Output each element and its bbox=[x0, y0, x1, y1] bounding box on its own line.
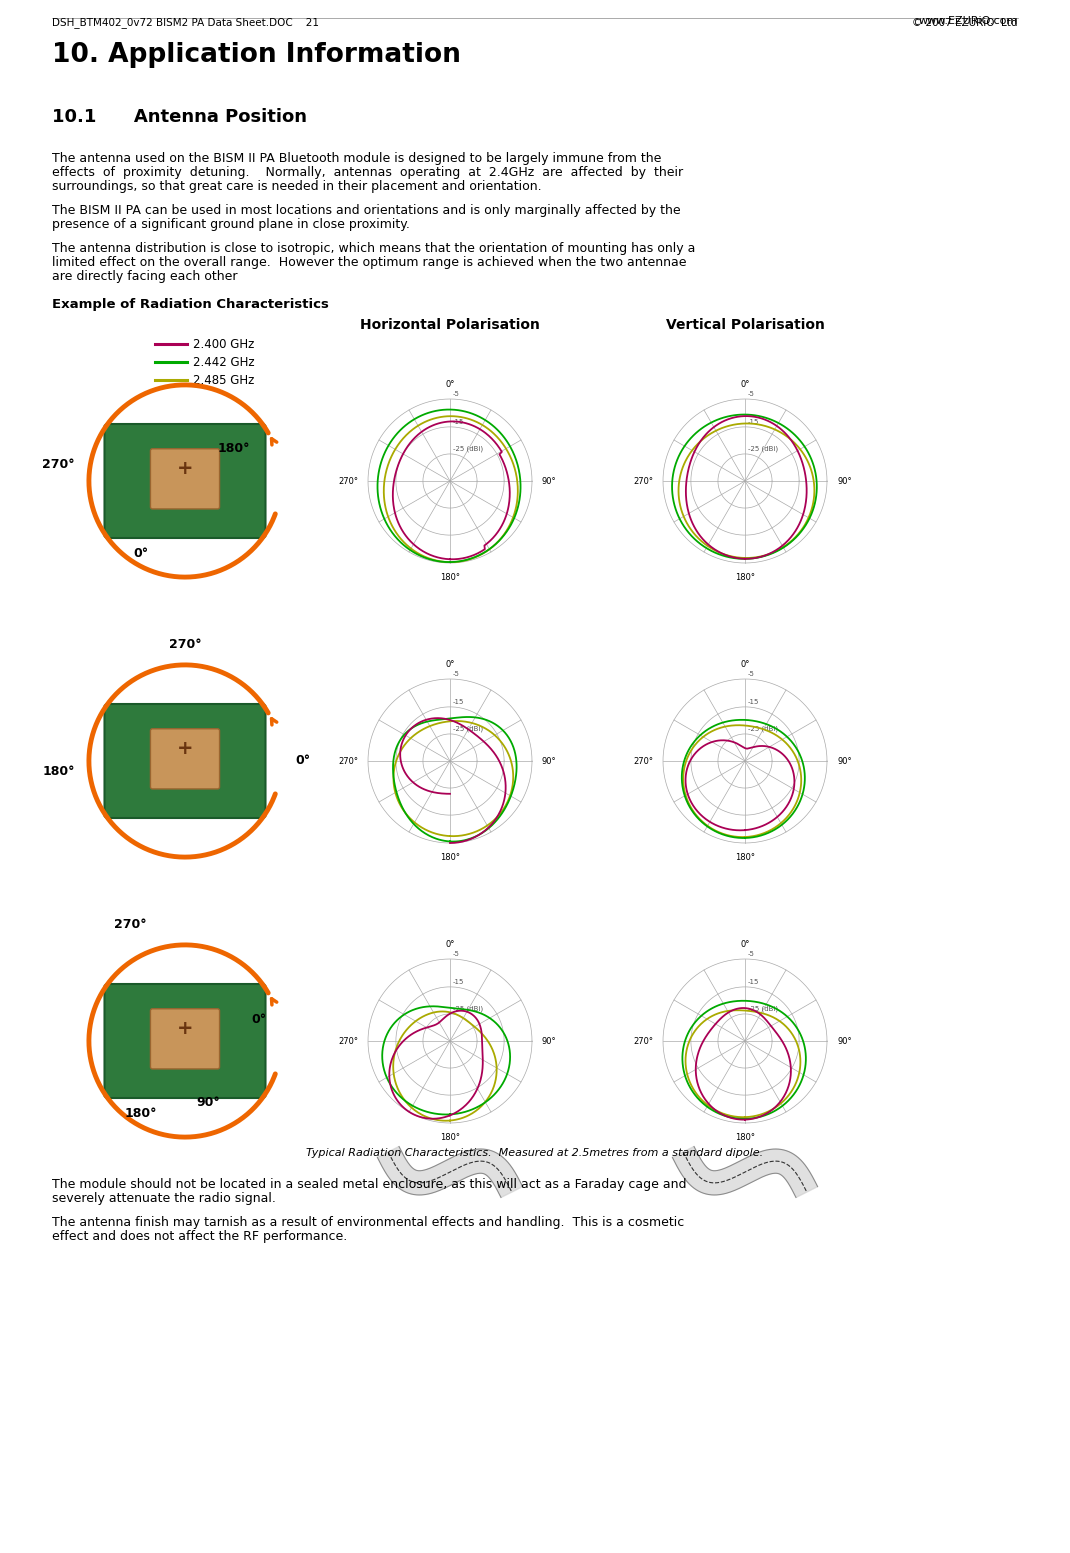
Text: -5: -5 bbox=[748, 671, 754, 677]
Text: -15: -15 bbox=[748, 699, 760, 705]
Text: The module should not be located in a sealed metal enclosure, as this will act a: The module should not be located in a se… bbox=[52, 1179, 687, 1191]
Text: 180°: 180° bbox=[735, 573, 755, 582]
Text: 0°: 0° bbox=[740, 940, 750, 949]
Text: 0°: 0° bbox=[134, 547, 149, 561]
Text: 180°: 180° bbox=[440, 573, 460, 582]
Text: www.EZURiO.com: www.EZURiO.com bbox=[919, 16, 1018, 26]
Text: 10. Application Information: 10. Application Information bbox=[52, 42, 461, 68]
Text: limited effect on the overall range.  However the optimum range is achieved when: limited effect on the overall range. How… bbox=[52, 256, 687, 269]
FancyBboxPatch shape bbox=[105, 424, 265, 537]
FancyBboxPatch shape bbox=[151, 449, 219, 509]
Text: 10.1      Antenna Position: 10.1 Antenna Position bbox=[52, 109, 307, 126]
Text: effect and does not affect the RF performance.: effect and does not affect the RF perfor… bbox=[52, 1230, 348, 1242]
Text: -15: -15 bbox=[748, 978, 760, 985]
Text: presence of a significant ground plane in close proximity.: presence of a significant ground plane i… bbox=[52, 217, 410, 231]
Text: -5: -5 bbox=[453, 950, 460, 957]
Text: © 2007 EZURiO  Ltd: © 2007 EZURiO Ltd bbox=[913, 19, 1018, 28]
Text: 180°: 180° bbox=[735, 1134, 755, 1141]
Text: 270°: 270° bbox=[169, 638, 201, 651]
Text: +: + bbox=[177, 458, 194, 477]
Text: 270°: 270° bbox=[43, 458, 75, 471]
Text: The antenna used on the BISM II PA Bluetooth module is designed to be largely im: The antenna used on the BISM II PA Bluet… bbox=[52, 152, 661, 165]
FancyBboxPatch shape bbox=[105, 985, 265, 1098]
Text: 0°: 0° bbox=[295, 755, 310, 767]
Text: The antenna finish may tarnish as a result of environmental effects and handling: The antenna finish may tarnish as a resu… bbox=[52, 1216, 684, 1228]
Text: 180°: 180° bbox=[440, 853, 460, 862]
Text: -15: -15 bbox=[453, 419, 464, 426]
FancyBboxPatch shape bbox=[105, 704, 265, 818]
Text: The antenna distribution is close to isotropic, which means that the orientation: The antenna distribution is close to iso… bbox=[52, 242, 695, 255]
Text: 90°: 90° bbox=[837, 1036, 852, 1045]
Text: Example of Radiation Characteristics: Example of Radiation Characteristics bbox=[52, 298, 328, 311]
FancyBboxPatch shape bbox=[151, 1009, 219, 1068]
Text: Horizontal Polarisation: Horizontal Polarisation bbox=[361, 318, 540, 332]
Text: +: + bbox=[177, 739, 194, 758]
Text: 180°: 180° bbox=[735, 853, 755, 862]
Text: -15: -15 bbox=[453, 978, 464, 985]
Text: -15: -15 bbox=[453, 699, 464, 705]
Polygon shape bbox=[672, 1146, 817, 1197]
Text: are directly facing each other: are directly facing each other bbox=[52, 270, 238, 283]
Text: -5: -5 bbox=[748, 391, 754, 398]
Text: 270°: 270° bbox=[113, 918, 147, 930]
Text: -25 (dBi): -25 (dBi) bbox=[453, 725, 484, 731]
Text: surroundings, so that great care is needed in their placement and orientation.: surroundings, so that great care is need… bbox=[52, 180, 541, 193]
FancyBboxPatch shape bbox=[151, 728, 219, 789]
Text: -5: -5 bbox=[453, 391, 460, 398]
Text: 180°: 180° bbox=[125, 1107, 157, 1120]
Text: -5: -5 bbox=[748, 950, 754, 957]
Text: 0°: 0° bbox=[740, 380, 750, 388]
Text: 2.400 GHz: 2.400 GHz bbox=[193, 337, 255, 351]
Text: +: + bbox=[177, 1019, 194, 1037]
Text: effects  of  proximity  detuning.    Normally,  antennas  operating  at  2.4GHz : effects of proximity detuning. Normally,… bbox=[52, 166, 683, 179]
Text: 90°: 90° bbox=[542, 477, 556, 486]
Text: 270°: 270° bbox=[338, 477, 358, 486]
Text: 90°: 90° bbox=[542, 756, 556, 766]
Text: 180°: 180° bbox=[43, 766, 75, 778]
Text: Vertical Polarisation: Vertical Polarisation bbox=[666, 318, 825, 332]
Text: 270°: 270° bbox=[633, 477, 653, 486]
Text: The BISM II PA can be used in most locations and orientations and is only margin: The BISM II PA can be used in most locat… bbox=[52, 203, 681, 217]
Text: DSH_BTM402_0v72 BISM2 PA Data Sheet.DOC    21: DSH_BTM402_0v72 BISM2 PA Data Sheet.DOC … bbox=[52, 17, 319, 28]
Text: -25 (dBi): -25 (dBi) bbox=[453, 446, 484, 452]
Text: 270°: 270° bbox=[338, 756, 358, 766]
Text: 2.485 GHz: 2.485 GHz bbox=[193, 374, 255, 387]
Text: 270°: 270° bbox=[633, 756, 653, 766]
Text: 2.442 GHz: 2.442 GHz bbox=[193, 356, 255, 368]
Text: -5: -5 bbox=[453, 671, 460, 677]
Text: -25 (dBi): -25 (dBi) bbox=[748, 725, 778, 731]
Text: 90°: 90° bbox=[196, 1096, 219, 1109]
Text: 0°: 0° bbox=[445, 380, 455, 388]
Text: Typical Radiation Characteristics.  Measured at 2.5metres from a standard dipole: Typical Radiation Characteristics. Measu… bbox=[306, 1148, 764, 1159]
Text: 180°: 180° bbox=[440, 1134, 460, 1141]
Polygon shape bbox=[378, 1146, 522, 1197]
Text: 270°: 270° bbox=[338, 1036, 358, 1045]
Text: 270°: 270° bbox=[633, 1036, 653, 1045]
Text: -25 (dBi): -25 (dBi) bbox=[748, 446, 778, 452]
Text: 90°: 90° bbox=[837, 756, 852, 766]
Text: 0°: 0° bbox=[445, 940, 455, 949]
Text: 180°: 180° bbox=[218, 443, 250, 455]
Text: 90°: 90° bbox=[542, 1036, 556, 1045]
Text: -15: -15 bbox=[748, 419, 760, 426]
Text: -25 (dBi): -25 (dBi) bbox=[748, 1005, 778, 1013]
Text: 0°: 0° bbox=[445, 660, 455, 669]
Text: -25 (dBi): -25 (dBi) bbox=[453, 1005, 484, 1013]
Text: severely attenuate the radio signal.: severely attenuate the radio signal. bbox=[52, 1193, 276, 1205]
Text: 90°: 90° bbox=[837, 477, 852, 486]
Text: 0°: 0° bbox=[740, 660, 750, 669]
Text: 0°: 0° bbox=[251, 1013, 266, 1027]
